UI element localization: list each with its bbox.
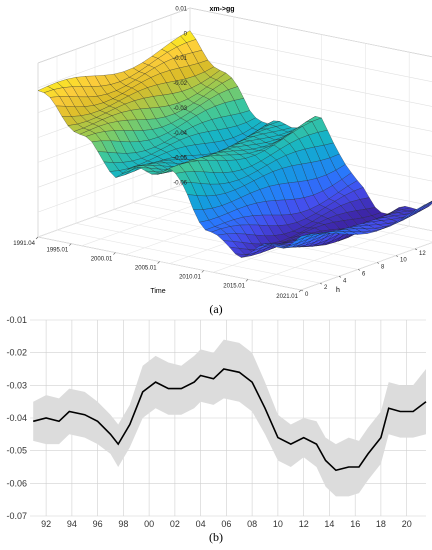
z-tick-label: -0.03 <box>173 106 187 112</box>
surface-h-ticks: 0246810121416 <box>300 248 426 298</box>
x-tick-label: 18 <box>376 519 386 529</box>
time-tick-label: 1991.04 <box>13 241 35 247</box>
surface-z-ticks: -0.06 -0.05 -0.04 -0.03 -0.02 -0.01 0 0.01 <box>173 7 187 187</box>
surface-time-ticks: 1991.04 1995.01 2000.01 2005.01 2010.01 2015.… <box>13 236 302 300</box>
time-tick-mark <box>298 289 302 293</box>
time-tick-label: 1995.01 <box>46 248 68 254</box>
x-tick-label: 00 <box>144 519 154 529</box>
x-tick-label: 16 <box>350 519 360 529</box>
time-tick-mark <box>201 270 205 273</box>
h-tick-label: 10 <box>400 258 407 264</box>
surface-time-axis-label: Time <box>150 288 165 295</box>
x-tick-label: 92 <box>41 519 51 529</box>
surface-title: xm->gg <box>209 6 234 13</box>
z-tick-label: -0.02 <box>173 81 187 87</box>
line-x-ticks: 92 94 96 98 00 02 04 06 08 10 12 14 16 18 20 <box>41 519 412 529</box>
time-tick-mark <box>68 243 72 246</box>
z-tick-label: -0.04 <box>173 131 187 137</box>
z-tick-label: -0.06 <box>173 181 187 187</box>
h-tick-label: 8 <box>381 265 385 271</box>
h-tick-mark <box>338 276 342 278</box>
grid-line <box>37 236 302 291</box>
x-tick-label: 94 <box>67 519 77 529</box>
response-line <box>33 368 427 472</box>
grid-line <box>56 229 321 284</box>
z-tick-label: -0.05 <box>173 156 187 162</box>
y-tick-label: -0.07 <box>6 511 27 521</box>
x-tick-label: 02 <box>170 519 180 529</box>
axis-edge <box>189 7 432 58</box>
h-tick-label: 0 <box>305 292 309 298</box>
z-tick-label: 0.01 <box>175 7 187 13</box>
surface-h-axis-label: h <box>336 287 340 294</box>
x-tick-label: 10 <box>273 519 283 529</box>
line-y-ticks: -0.01 -0.02 -0.03 -0.04 -0.05 -0.06 -0.07 <box>6 315 27 521</box>
y-tick-label: -0.05 <box>6 446 27 456</box>
h-tick-label: 12 <box>419 251 426 257</box>
x-tick-label: 08 <box>247 519 257 529</box>
y-tick-label: -0.02 <box>6 348 27 358</box>
time-tick-label: 2000.01 <box>91 257 113 263</box>
x-tick-label: 06 <box>221 519 231 529</box>
x-tick-label: 04 <box>196 519 206 529</box>
time-tick-mark <box>245 279 249 282</box>
time-tick-mark <box>35 236 39 240</box>
y-tick-label: -0.06 <box>6 478 27 488</box>
line-chart: -0.01 -0.02 -0.03 -0.04 -0.05 -0.06 -0.07 92 94… <box>6 315 427 529</box>
time-tick-label: 2005.01 <box>135 266 157 272</box>
y-tick-label: -0.01 <box>6 315 27 325</box>
time-tick-label: 2010.01 <box>179 274 201 280</box>
grid-line <box>189 7 432 58</box>
h-tick-mark <box>319 282 323 285</box>
x-tick-label: 14 <box>324 519 334 529</box>
h-tick-label: 2 <box>324 285 328 291</box>
h-tick-label: 6 <box>362 271 366 277</box>
y-tick-label: -0.04 <box>6 413 27 423</box>
time-tick-mark <box>157 261 160 264</box>
h-tick-mark <box>376 262 380 264</box>
caption-a: (a) <box>209 302 223 316</box>
y-tick-label: -0.03 <box>6 380 27 390</box>
confidence-band <box>33 339 426 497</box>
time-tick-label: 2015.01 <box>223 283 245 289</box>
time-tick-label: 2021.01 <box>276 294 298 300</box>
grid-line <box>75 223 340 277</box>
line-gridlines <box>30 319 426 517</box>
surface-cell <box>294 233 311 242</box>
h-tick-label: 4 <box>343 278 347 284</box>
caption-b: (b) <box>209 530 223 544</box>
x-tick-label: 98 <box>118 519 128 529</box>
h-tick-mark <box>395 255 399 257</box>
h-tick-mark <box>414 248 418 251</box>
x-tick-label: 20 <box>402 519 412 529</box>
h-tick-mark <box>357 269 361 271</box>
x-tick-label: 96 <box>93 519 103 529</box>
h-tick-mark <box>300 289 304 292</box>
z-tick-label: 0 <box>184 31 188 37</box>
z-tick-label: -0.01 <box>173 56 187 62</box>
time-tick-mark <box>113 252 116 255</box>
x-tick-label: 12 <box>299 519 309 529</box>
surface-mesh <box>37 30 432 258</box>
surface-chart: xm->gg -0.06 -0.05 -0.04 -0.03 -0.02 -0.01 0 0.… <box>13 6 432 300</box>
